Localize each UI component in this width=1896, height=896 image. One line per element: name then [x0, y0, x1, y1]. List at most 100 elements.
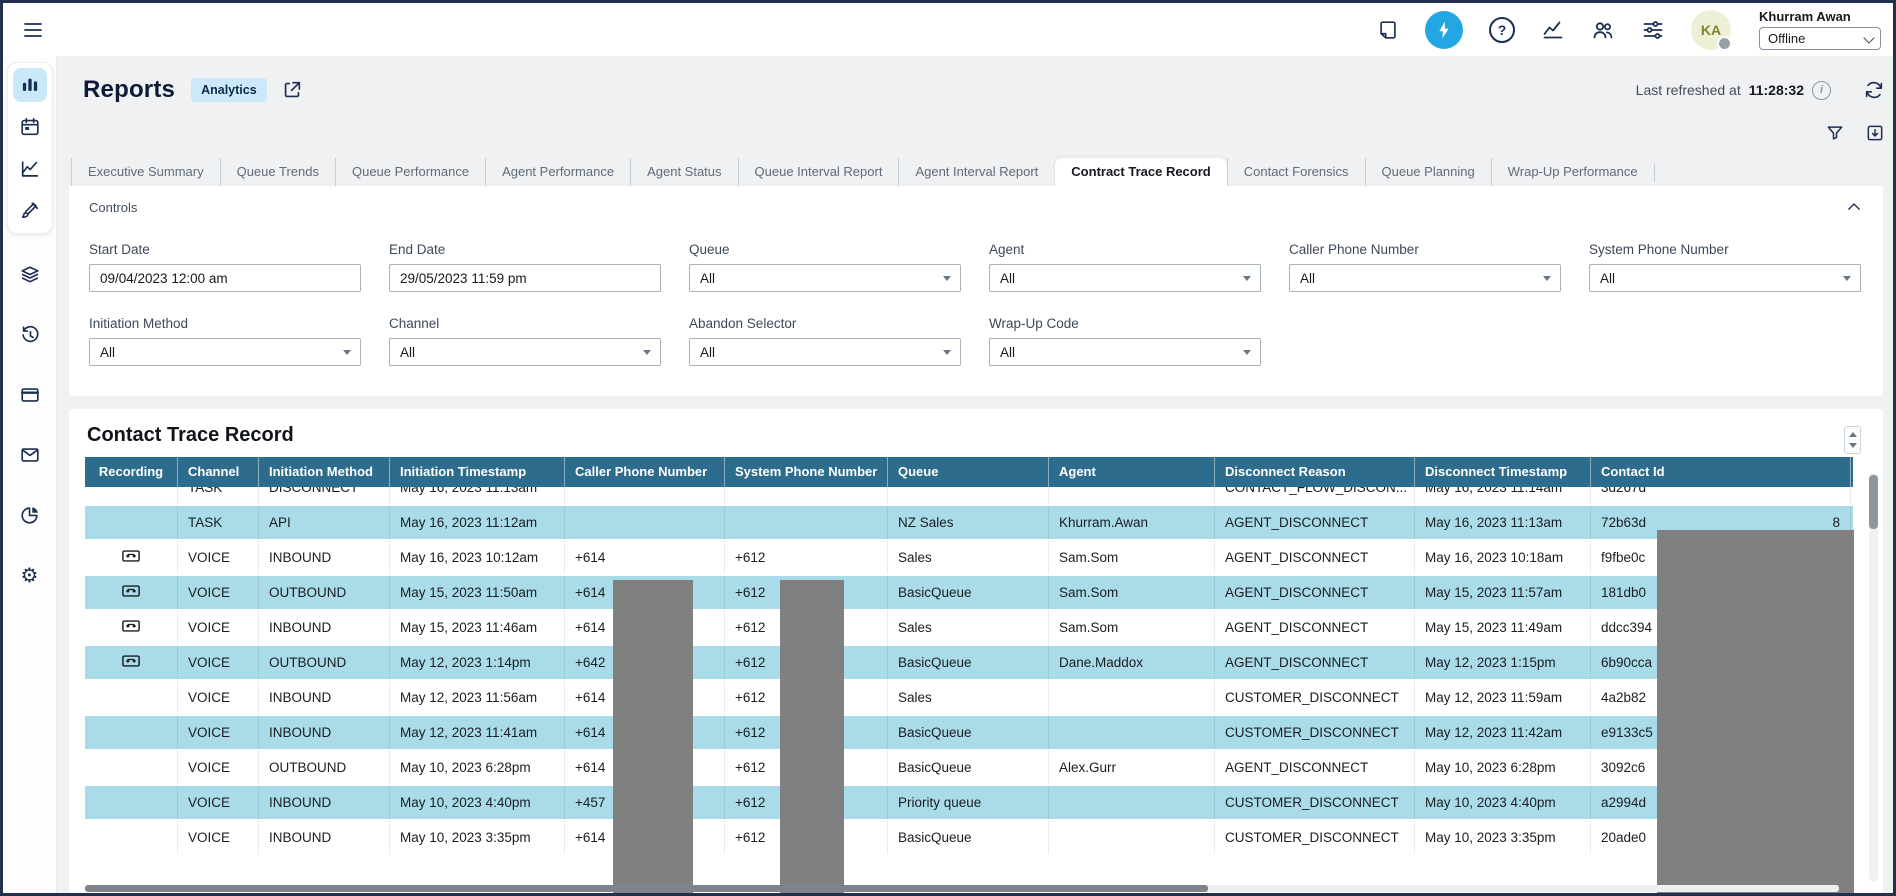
sidebar-item-design-brush[interactable]: [13, 194, 47, 228]
table-row[interactable]: TASK API May 16, 2023 11:12am NZ Sales K…: [85, 506, 1853, 541]
vertical-scrollbar-thumb[interactable]: [1869, 475, 1878, 529]
avatar[interactable]: KA: [1691, 10, 1731, 50]
filter-control[interactable]: All: [389, 338, 661, 366]
sidebar-item-reports[interactable]: [13, 68, 47, 102]
filter-control[interactable]: All: [689, 338, 961, 366]
table-row[interactable]: VOICE INBOUND May 12, 2023 11:56am +614 …: [85, 681, 1853, 716]
filter-field: Abandon Selector All: [689, 316, 961, 366]
sidebar-item-line-chart[interactable]: [13, 152, 47, 186]
report-tab[interactable]: Agent Status: [630, 158, 737, 186]
avatar-initials: KA: [1701, 22, 1721, 38]
filter-label: Wrap-Up Code: [989, 316, 1261, 331]
table-row[interactable]: VOICE INBOUND May 10, 2023 3:35pm +614 +…: [85, 821, 1853, 856]
recording-cell: [85, 487, 178, 504]
filter-value: All: [700, 271, 715, 286]
initiation-method-cell: OUTBOUND: [259, 751, 390, 784]
recording-cassette-icon[interactable]: [122, 612, 140, 644]
filter-control[interactable]: All: [1289, 264, 1561, 292]
report-tab[interactable]: Wrap-Up Performance: [1491, 158, 1654, 186]
filter-value: All: [1600, 271, 1615, 286]
initiation-timestamp-cell: May 16, 2023 10:12am: [390, 541, 565, 574]
agents-people-icon[interactable]: [1591, 18, 1615, 42]
contact-id-prefix: 6b90cca: [1601, 646, 1652, 679]
recording-cassette-icon[interactable]: [122, 577, 140, 609]
horizontal-scrollbar[interactable]: [85, 885, 1839, 892]
refresh-icon[interactable]: [1863, 79, 1885, 101]
recording-cassette-icon[interactable]: [122, 647, 140, 679]
sidebar-item-mail[interactable]: [13, 438, 47, 472]
recording-cell: [85, 646, 178, 679]
filter-control[interactable]: All: [89, 338, 361, 366]
report-tab[interactable]: Queue Interval Report: [738, 158, 899, 186]
report-tab[interactable]: Queue Trends: [220, 158, 335, 186]
filter-funnel-icon[interactable]: [1825, 123, 1845, 143]
report-tab[interactable]: Queue Planning: [1365, 158, 1491, 186]
report-tab[interactable]: Agent Performance: [485, 158, 630, 186]
sidebar-item-layers[interactable]: [13, 258, 47, 292]
table-row[interactable]: VOICE OUTBOUND May 12, 2023 1:14pm +642 …: [85, 646, 1853, 681]
initiation-timestamp-cell: May 15, 2023 11:50am: [390, 576, 565, 609]
preferences-sliders-icon[interactable]: [1641, 18, 1665, 42]
disconnect-timestamp-cell: May 12, 2023 11:42am: [1415, 716, 1591, 749]
filter-control[interactable]: All: [989, 338, 1261, 366]
report-tab[interactable]: Executive Summary: [71, 158, 220, 186]
report-tab[interactable]: Agent Interval Report: [898, 158, 1054, 186]
filter-label: End Date: [389, 242, 661, 257]
report-tab[interactable]: Queue Performance: [335, 158, 485, 186]
filter-control[interactable]: All: [689, 264, 961, 292]
recording-cell: [85, 821, 178, 854]
filter-field: Queue All: [689, 242, 961, 292]
table-row[interactable]: VOICE INBOUND May 10, 2023 4:40pm +457 +…: [85, 786, 1853, 821]
external-link-icon[interactable]: [281, 79, 303, 101]
contact-id-prefix: 20ade0: [1601, 821, 1646, 854]
table-row[interactable]: VOICE OUTBOUND May 10, 2023 6:28pm +614 …: [85, 751, 1853, 786]
agent-cell: Dane.Maddox: [1049, 646, 1215, 679]
hamburger-menu-icon[interactable]: [21, 18, 45, 42]
vertical-scrollbar[interactable]: [1869, 473, 1878, 881]
report-tab[interactable]: Contract Trace Record: [1054, 158, 1226, 186]
contact-id-cell: 3d267d: [1591, 487, 1851, 504]
sidebar-item-browser[interactable]: [13, 378, 47, 412]
contact-id-prefix: ddcc394: [1601, 611, 1652, 644]
controls-panel: Controls Start Date 09/04/2023 12:00 am: [69, 186, 1883, 396]
initiation-timestamp-cell: May 12, 2023 1:14pm: [390, 646, 565, 679]
table-toolbar: [69, 108, 1885, 144]
recording-cell: [85, 541, 178, 574]
agent-cell: Sam.Som: [1049, 611, 1215, 644]
agent-status-select[interactable]: Offline: [1759, 27, 1881, 50]
lightning-bolt-icon[interactable]: [1425, 11, 1463, 49]
queue-cell: NZ Sales: [888, 506, 1049, 539]
filter-control[interactable]: 29/05/2023 11:59 pm: [389, 264, 661, 292]
agent-cell: Sam.Som: [1049, 541, 1215, 574]
collapse-chevron-up-icon[interactable]: [1845, 198, 1863, 216]
table-row[interactable]: TASK DISCONNECT May 16, 2023 11:13am CON…: [85, 487, 1853, 506]
filter-control[interactable]: All: [989, 264, 1261, 292]
metrics-chart-icon[interactable]: [1541, 18, 1565, 42]
agent-status-value: Offline: [1768, 31, 1805, 46]
sidebar-item-calendar[interactable]: [13, 110, 47, 144]
table-row[interactable]: VOICE INBOUND May 16, 2023 10:12am +614 …: [85, 541, 1853, 576]
filter-control[interactable]: 09/04/2023 12:00 am: [89, 264, 361, 292]
dropdown-caret-icon: [343, 350, 351, 355]
table-row[interactable]: VOICE INBOUND May 15, 2023 11:46am +614 …: [85, 611, 1853, 646]
notepad-icon[interactable]: [1377, 19, 1399, 41]
sidebar-item-settings[interactable]: ⚙: [13, 558, 47, 592]
disconnect-timestamp-cell: May 16, 2023 11:13am: [1415, 506, 1591, 539]
dropdown-caret-icon: [1843, 276, 1851, 281]
info-icon[interactable]: i: [1812, 81, 1831, 100]
table-title: Contact Trace Record: [87, 424, 294, 447]
horizontal-scrollbar-thumb[interactable]: [85, 885, 1208, 892]
recording-cassette-icon[interactable]: [122, 542, 140, 574]
report-tab[interactable]: Contact Forensics: [1227, 158, 1365, 186]
filter-control[interactable]: All: [1589, 264, 1861, 292]
table-row[interactable]: VOICE OUTBOUND May 15, 2023 11:50am +614…: [85, 576, 1853, 611]
sidebar-item-history[interactable]: [13, 318, 47, 352]
download-icon[interactable]: [1865, 123, 1885, 143]
agent-cell: Sam.Som: [1049, 576, 1215, 609]
table-scroll-spinner[interactable]: [1844, 426, 1861, 454]
channel-cell: TASK: [178, 506, 259, 539]
sidebar-item-pie-chart[interactable]: [13, 498, 47, 532]
help-icon[interactable]: ?: [1489, 17, 1515, 43]
disconnect-reason-cell: AGENT_DISCONNECT: [1215, 541, 1415, 574]
table-row[interactable]: VOICE INBOUND May 12, 2023 11:41am +614 …: [85, 716, 1853, 751]
